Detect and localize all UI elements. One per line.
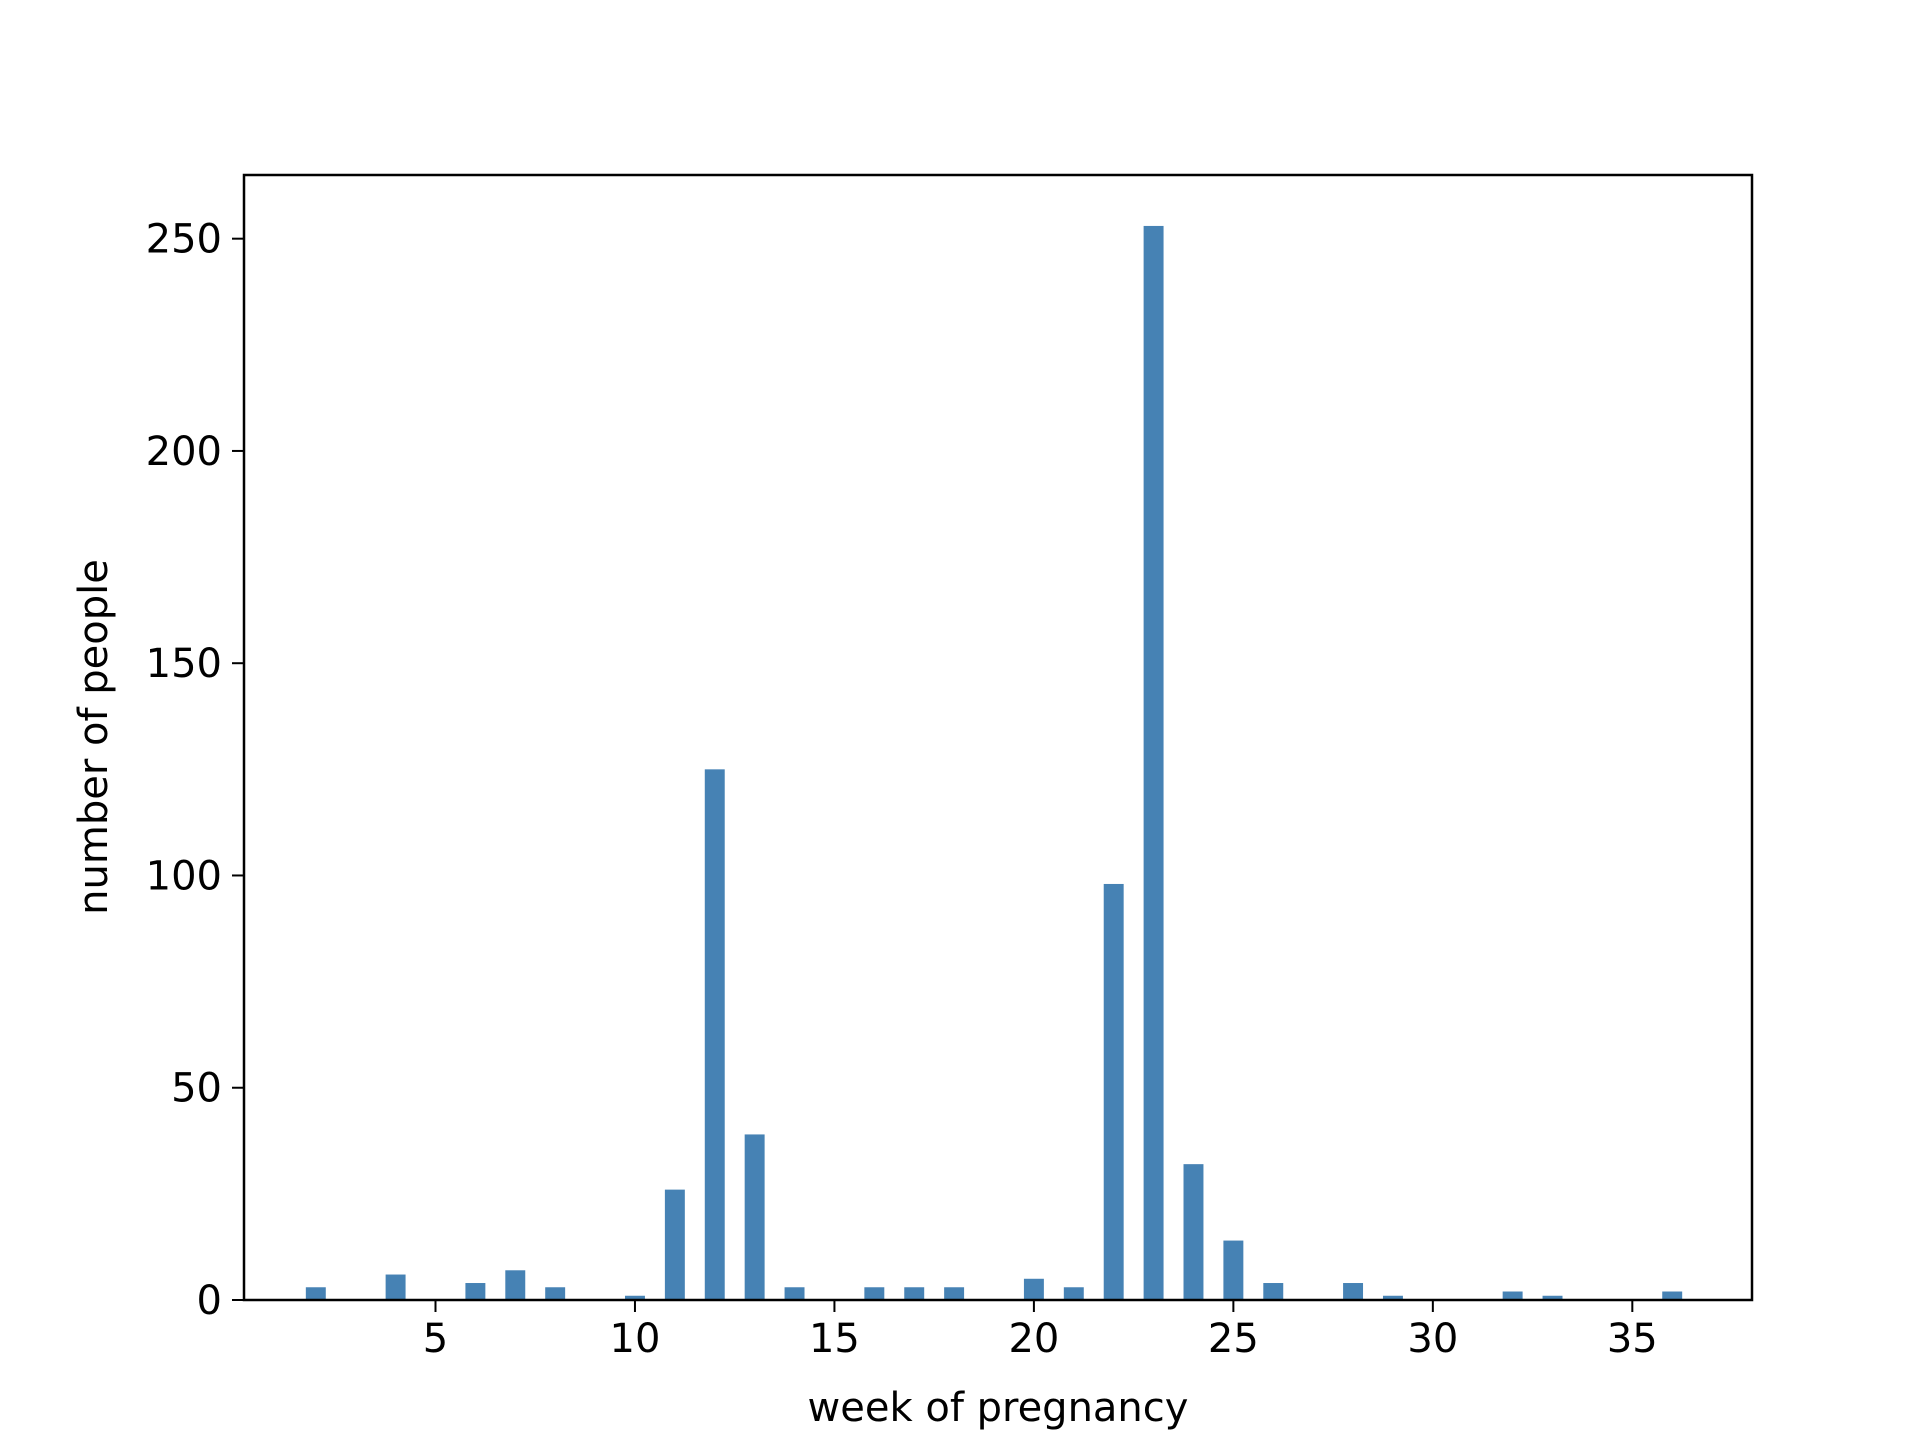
x-tick-label: 5	[423, 1316, 448, 1362]
bar-week-25	[1223, 1240, 1244, 1300]
bars-group	[305, 225, 1683, 1301]
bar-week-17	[904, 1287, 925, 1300]
plot-frame	[242, 173, 1754, 1302]
y-axis-label: number of people	[71, 559, 117, 915]
y-tick-label: 250	[146, 217, 222, 263]
x-tick-label: 35	[1607, 1316, 1658, 1362]
bar-week-33	[1542, 1295, 1563, 1300]
bar-week-2	[305, 1287, 326, 1300]
bar-week-14	[784, 1287, 805, 1300]
bar-week-21	[1063, 1287, 1084, 1300]
y-axis: 0 50 100 150 200 250	[146, 217, 244, 1324]
bar-week-4	[385, 1274, 406, 1300]
y-tick-label: 200	[146, 429, 222, 475]
x-tick-label: 15	[809, 1316, 860, 1362]
y-tick-label: 100	[146, 853, 222, 899]
bar-week-6	[465, 1283, 486, 1300]
bar-week-24	[1183, 1164, 1204, 1300]
bar-week-22	[1103, 883, 1124, 1300]
x-axis: 5 10 15 20 25 30 35	[423, 1300, 1658, 1362]
x-tick-label: 30	[1407, 1316, 1458, 1362]
bar-week-28	[1343, 1283, 1364, 1300]
bar-week-7	[505, 1270, 526, 1300]
y-tick-label: 0	[197, 1278, 222, 1324]
bar-week-23	[1143, 225, 1164, 1301]
y-tick-label: 50	[171, 1066, 222, 1112]
bar-week-20	[1023, 1278, 1044, 1300]
bar-week-26	[1263, 1283, 1284, 1300]
bar-week-8	[545, 1287, 566, 1300]
bar-week-12	[704, 769, 725, 1300]
bar-week-13	[744, 1134, 765, 1300]
x-tick-label: 20	[1008, 1316, 1059, 1362]
bar-week-18	[944, 1287, 965, 1300]
x-tick-label: 25	[1208, 1316, 1259, 1362]
x-tick-label: 10	[610, 1316, 661, 1362]
bar-week-16	[864, 1287, 885, 1300]
bar-week-10	[624, 1295, 645, 1300]
x-axis-label: week of pregnancy	[808, 1385, 1189, 1431]
bar-week-36	[1662, 1291, 1683, 1300]
y-tick-label: 150	[146, 641, 222, 687]
bar-week-11	[664, 1189, 685, 1300]
bar-week-32	[1502, 1291, 1523, 1300]
bar-week-29	[1382, 1295, 1403, 1300]
